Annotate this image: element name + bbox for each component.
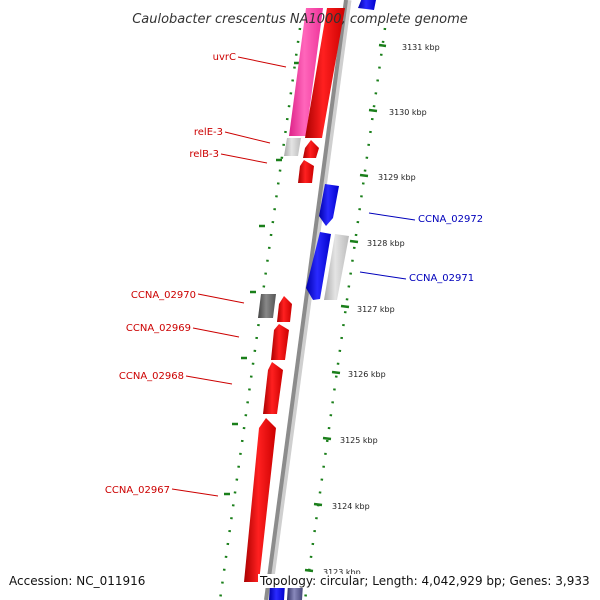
gene-features	[244, 0, 376, 600]
gene-CCNA_02967[interactable]	[244, 418, 276, 582]
leader-line-CCNA_02971	[359, 271, 407, 280]
gene-label-relE-3[interactable]: relE-3	[194, 127, 223, 138]
gene-relB-3[interactable]	[298, 160, 314, 183]
gene-label-relB-3[interactable]: relB-3	[189, 149, 219, 160]
gene-relE-3[interactable]	[284, 138, 301, 156]
leader-line-CCNA_02970	[197, 293, 245, 304]
gene-uvrC[interactable]	[289, 8, 323, 136]
gene-labels: uvrC relE-3 relB-3 CCNA_02972 CCNA_02971…	[105, 52, 483, 497]
scale-tick: 3124 kbp	[313, 502, 370, 511]
gene-label-CCNA_02968[interactable]: CCNA_02968	[119, 371, 184, 382]
leader-line-CCNA_02968	[185, 375, 233, 385]
gene-navy-bottom[interactable]	[287, 584, 303, 600]
scale-tick: 3129 kbp	[359, 173, 416, 182]
leader-line-relE-3	[224, 131, 271, 144]
scale-tick: 3127 kbp	[340, 304, 395, 314]
leader-line-relB-3	[220, 153, 268, 164]
gene-blue-bottom[interactable]	[269, 584, 285, 600]
leader-line-CCNA_02969	[192, 327, 240, 338]
scale-tick-label: 3126 kbp	[348, 370, 386, 379]
leader-line-uvrC	[237, 56, 287, 68]
scale-tick: 3130 kbp	[368, 108, 427, 117]
scale-tick: 3123 kbp	[304, 568, 361, 577]
gene-CCNA_02970[interactable]	[258, 294, 276, 318]
gene-label-CCNA_02971[interactable]: CCNA_02971	[409, 273, 474, 284]
gene-CCNA_02970-red[interactable]	[277, 296, 292, 322]
map-title: Caulobacter crescentus NA1000, complete …	[132, 12, 468, 27]
scale-tick-label: 3125 kbp	[340, 436, 378, 445]
scale-tick-label: 3123 kbp	[323, 568, 361, 577]
leader-line-CCNA_02972	[368, 212, 416, 221]
gene-label-CCNA_02972[interactable]: CCNA_02972	[418, 214, 483, 225]
scale-tick-label: 3131 kbp	[402, 43, 440, 52]
scale-tick: 3131 kbp	[378, 43, 440, 52]
accession-text: Accession: NC_011916	[7, 574, 148, 588]
gene-label-CCNA_02970[interactable]: CCNA_02970	[131, 290, 196, 301]
backbone-line	[264, 0, 348, 600]
gene-CCNA_02971[interactable]	[306, 232, 331, 300]
gene-label-uvrC[interactable]: uvrC	[213, 52, 236, 63]
scale-tick-label: 3129 kbp	[378, 173, 416, 182]
scale-tick: 3125 kbp	[322, 436, 378, 445]
scale-tick-label: 3127 kbp	[357, 305, 395, 314]
gene-CCNA_02971-grey[interactable]	[324, 234, 349, 300]
topology-text: Topology: circular; Length: 4,042,929 bp…	[258, 574, 592, 588]
gene-label-CCNA_02969[interactable]: CCNA_02969	[126, 323, 191, 334]
scale-tick-label: 3128 kbp	[367, 239, 405, 248]
inner-scale-line	[218, 27, 302, 600]
gene-CCNA_02972[interactable]	[319, 184, 339, 226]
gene-CCNA_02968[interactable]	[263, 362, 283, 414]
gene-blue-top[interactable]	[358, 0, 376, 10]
scale-tick-label: 3124 kbp	[332, 502, 370, 511]
scale-tick-label: 3130 kbp	[389, 108, 427, 117]
scale-ticks: 3131 kbp 3130 kbp 3129 kbp 3128 kbp 3127…	[224, 43, 440, 577]
gene-label-CCNA_02967[interactable]: CCNA_02967	[105, 485, 170, 496]
gene-CCNA_02969[interactable]	[271, 324, 289, 360]
scale-tick: 3128 kbp	[349, 239, 405, 248]
gene-red-large-top[interactable]	[305, 8, 345, 138]
gene-relE-3-red[interactable]	[303, 140, 319, 158]
scale-tick: 3126 kbp	[331, 370, 386, 379]
leader-line-CCNA_02967	[171, 488, 219, 497]
